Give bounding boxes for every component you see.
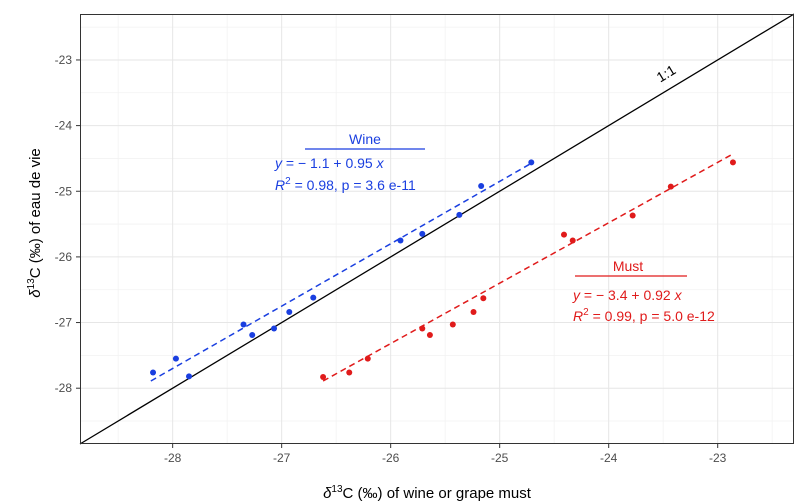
x-tick-label: -25 bbox=[491, 451, 509, 465]
regression-lines bbox=[150, 153, 734, 382]
point-wine bbox=[397, 237, 404, 244]
major-gridlines bbox=[80, 14, 794, 444]
fit-line-must bbox=[322, 153, 734, 382]
identity-line bbox=[79, 13, 794, 445]
must-annotation: Must y = − 3.4 + 0.92 x R2 = 0.99, p = 5… bbox=[572, 258, 715, 324]
must-equation: y = − 3.4 + 0.92 x bbox=[572, 287, 683, 303]
y-tick-label: -23 bbox=[55, 53, 73, 67]
x-axis-ticks: -28 -27 -26 -25 -24 -23 bbox=[164, 444, 727, 465]
x-tick-label: -28 bbox=[164, 451, 182, 465]
point-wine bbox=[240, 321, 247, 328]
point-wine bbox=[150, 369, 157, 376]
must-r2-stat: R2 = 0.99, p = 5.0 e-12 bbox=[573, 307, 715, 324]
y-tick-label: -28 bbox=[55, 381, 73, 395]
point-must bbox=[470, 309, 477, 316]
point-wine bbox=[172, 355, 179, 362]
fit-line-wine bbox=[150, 162, 533, 382]
point-must bbox=[480, 295, 487, 302]
point-must bbox=[667, 183, 674, 190]
point-must bbox=[729, 159, 736, 166]
point-must bbox=[364, 355, 371, 362]
must-annotation-title: Must bbox=[613, 258, 643, 274]
point-must bbox=[449, 321, 456, 328]
y-tick-label: -27 bbox=[55, 316, 73, 330]
point-wine bbox=[186, 373, 193, 380]
point-wine bbox=[456, 211, 463, 218]
wine-equation: y = − 1.1 + 0.95 x bbox=[274, 155, 385, 171]
minor-gridlines bbox=[80, 14, 794, 444]
x-tick-label: -23 bbox=[709, 451, 727, 465]
point-must bbox=[320, 374, 327, 381]
wine-annotation: Wine y = − 1.1 + 0.95 x R2 = 0.98, p = 3… bbox=[274, 131, 425, 193]
x-tick-label: -26 bbox=[382, 451, 400, 465]
y-tick-label: -25 bbox=[55, 184, 73, 198]
y-tick-label: -24 bbox=[55, 119, 73, 133]
point-wine bbox=[528, 159, 535, 166]
point-must bbox=[629, 212, 636, 219]
point-must bbox=[346, 369, 353, 376]
point-must bbox=[569, 237, 576, 244]
point-must bbox=[426, 332, 433, 339]
point-wine bbox=[478, 183, 485, 189]
data-points bbox=[150, 159, 736, 381]
point-wine bbox=[310, 294, 317, 301]
point-wine bbox=[271, 325, 278, 332]
point-must bbox=[560, 231, 567, 238]
y-axis-title: δ13C (‰) of eau de vie bbox=[26, 148, 44, 298]
x-tick-label: -27 bbox=[273, 451, 291, 465]
point-must bbox=[419, 325, 426, 332]
wine-r2-stat: R2 = 0.98, p = 3.6 e-11 bbox=[275, 176, 416, 193]
y-tick-label: -26 bbox=[55, 250, 73, 264]
point-wine bbox=[286, 309, 293, 316]
y-axis-ticks: -28 -27 -26 -25 -24 -23 bbox=[55, 53, 80, 395]
wine-annotation-title: Wine bbox=[349, 131, 381, 147]
point-wine bbox=[249, 332, 256, 339]
point-wine bbox=[419, 230, 426, 237]
x-axis-title: δ13C (‰) of wine or grape must bbox=[323, 484, 532, 502]
x-tick-label: -24 bbox=[600, 451, 618, 465]
